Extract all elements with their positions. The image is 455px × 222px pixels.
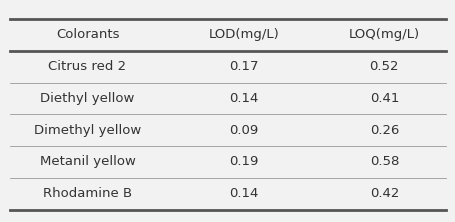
Text: Colorants: Colorants [56, 28, 119, 41]
Text: LOD(mg/L): LOD(mg/L) [208, 28, 278, 41]
Text: Diethyl yellow: Diethyl yellow [40, 92, 134, 105]
Text: 0.52: 0.52 [369, 60, 398, 73]
Text: 0.26: 0.26 [369, 124, 398, 137]
Text: Citrus red 2: Citrus red 2 [48, 60, 126, 73]
Text: 0.58: 0.58 [369, 155, 398, 168]
Text: 0.09: 0.09 [229, 124, 258, 137]
Text: LOQ(mg/L): LOQ(mg/L) [348, 28, 419, 41]
Text: 0.41: 0.41 [369, 92, 398, 105]
Text: Rhodamine B: Rhodamine B [43, 187, 132, 200]
Text: 0.14: 0.14 [229, 92, 258, 105]
Text: 0.42: 0.42 [369, 187, 398, 200]
Text: 0.17: 0.17 [228, 60, 258, 73]
Text: 0.14: 0.14 [229, 187, 258, 200]
Text: Metanil yellow: Metanil yellow [40, 155, 135, 168]
Text: 0.19: 0.19 [229, 155, 258, 168]
Text: Dimethyl yellow: Dimethyl yellow [34, 124, 141, 137]
